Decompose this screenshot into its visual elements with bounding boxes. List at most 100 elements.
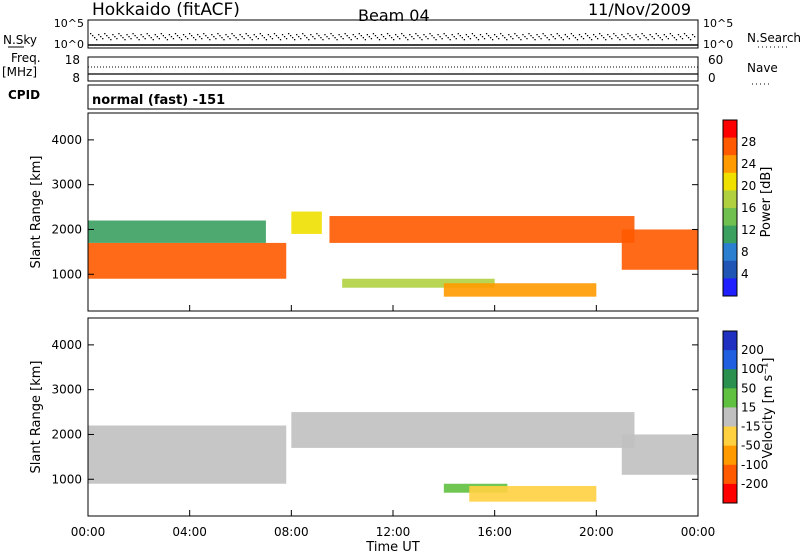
nsky-point <box>358 33 360 35</box>
nsky-point <box>483 38 486 40</box>
nsky-point <box>457 33 459 35</box>
nsky-point <box>675 39 678 41</box>
cpid-value: normal (fast) -151 <box>92 93 225 108</box>
nsky-point <box>180 39 183 41</box>
nsky-point <box>186 38 189 40</box>
nsky-point <box>568 38 571 40</box>
nsky-point <box>566 36 569 38</box>
nsky-point <box>386 33 389 35</box>
nsky-point <box>588 37 591 39</box>
velocity-band <box>88 425 287 484</box>
nsky-point <box>98 34 100 36</box>
nsky-point <box>207 37 209 39</box>
nsky-point <box>669 33 672 35</box>
power-colorbar: 28 24 20 16 12 8 4 <box>722 119 756 297</box>
nsky-point <box>603 37 605 39</box>
nsky-point <box>419 37 421 39</box>
nsky-point <box>203 33 205 35</box>
nsky-point <box>243 38 245 40</box>
nsky-point <box>463 39 465 41</box>
nsky-point <box>526 38 528 40</box>
nsky-point <box>477 39 480 41</box>
nsearch-tick-bottom: 10^0 <box>703 38 733 51</box>
nsky-point <box>627 33 629 35</box>
nsky-point <box>289 35 292 37</box>
velocity-colorbar-cell <box>723 369 737 389</box>
velocity-colorbar-frame <box>722 330 738 504</box>
nsky-point <box>160 33 162 35</box>
nsky-point <box>251 39 253 41</box>
velocity-band <box>621 434 698 475</box>
nsky-point <box>197 34 199 36</box>
velocity-colorbar-tick: 200 <box>741 343 764 357</box>
power-colorbar-cell <box>723 155 737 174</box>
nsky-panel <box>87 19 699 49</box>
nsky-point <box>449 39 451 41</box>
nsky-point <box>437 34 439 36</box>
nsky-point <box>372 33 375 35</box>
date-title: 11/Nov/2009 <box>588 0 691 19</box>
nsky-point <box>388 35 391 37</box>
nsky-point <box>580 36 583 38</box>
nsky-point <box>423 34 425 36</box>
nsky-point <box>277 37 280 39</box>
nsky-point <box>273 33 276 35</box>
nsky-point <box>637 36 639 38</box>
nsky-point <box>597 38 599 40</box>
nsky-point <box>469 38 472 40</box>
freq-label-1: Freq. <box>11 51 41 65</box>
nsky-point <box>528 33 530 35</box>
nsky-point <box>647 39 649 41</box>
nsky-point <box>342 38 344 40</box>
nsky-point <box>304 35 306 37</box>
power-colorbar-cell <box>723 137 737 156</box>
nsky-point <box>590 39 593 41</box>
nsky-point <box>156 36 158 38</box>
nsky-point <box>382 36 385 38</box>
nsky-point <box>514 33 516 35</box>
power-ytick-label: 3000 <box>51 178 82 192</box>
nsky-point <box>479 34 482 36</box>
nsky-point <box>338 34 340 36</box>
nsky-point <box>467 36 470 38</box>
nsky-label: N.Sky <box>3 33 37 47</box>
nsky-point <box>144 38 146 40</box>
nsky-point <box>110 39 112 41</box>
velocity-colorbar-label: Velocity [m s⁻¹] <box>761 358 776 459</box>
nsky-point <box>142 36 144 38</box>
power-band <box>88 242 287 279</box>
nsky-point <box>520 39 522 41</box>
nsky-point <box>407 39 409 41</box>
nsky-point <box>613 33 615 35</box>
time-tick-label: 04:00 <box>172 525 207 539</box>
nsky-point <box>132 33 134 35</box>
nsky-point <box>395 34 397 36</box>
nsky-point <box>380 34 383 36</box>
velocity-colorbar-tick: -15 <box>741 420 761 434</box>
velocity-colorbar-cell <box>723 350 737 370</box>
nsky-point <box>530 35 532 37</box>
nsky-point <box>174 33 177 35</box>
nsky-point <box>126 34 128 36</box>
nsky-point <box>316 33 318 35</box>
nave-tick-top: 60 <box>708 53 723 67</box>
nsky-point <box>538 36 540 38</box>
nsky-tick-top: 10^5 <box>54 17 84 30</box>
nsky-point <box>465 34 468 36</box>
nsky-point <box>306 37 308 39</box>
nsky-point <box>556 33 558 35</box>
nsky-point <box>558 35 560 37</box>
nsky-point <box>570 33 573 35</box>
nsky-point <box>411 36 413 38</box>
nsky-point <box>237 39 239 41</box>
nsky-point <box>554 38 556 40</box>
nsky-point <box>609 36 611 38</box>
nsky-point <box>298 36 300 38</box>
nsky-point <box>140 34 142 36</box>
nsky-point <box>425 36 427 38</box>
nsky-point <box>653 38 655 40</box>
nsky-point <box>429 33 431 35</box>
nsky-point <box>607 34 609 36</box>
nsky-point <box>120 35 122 37</box>
